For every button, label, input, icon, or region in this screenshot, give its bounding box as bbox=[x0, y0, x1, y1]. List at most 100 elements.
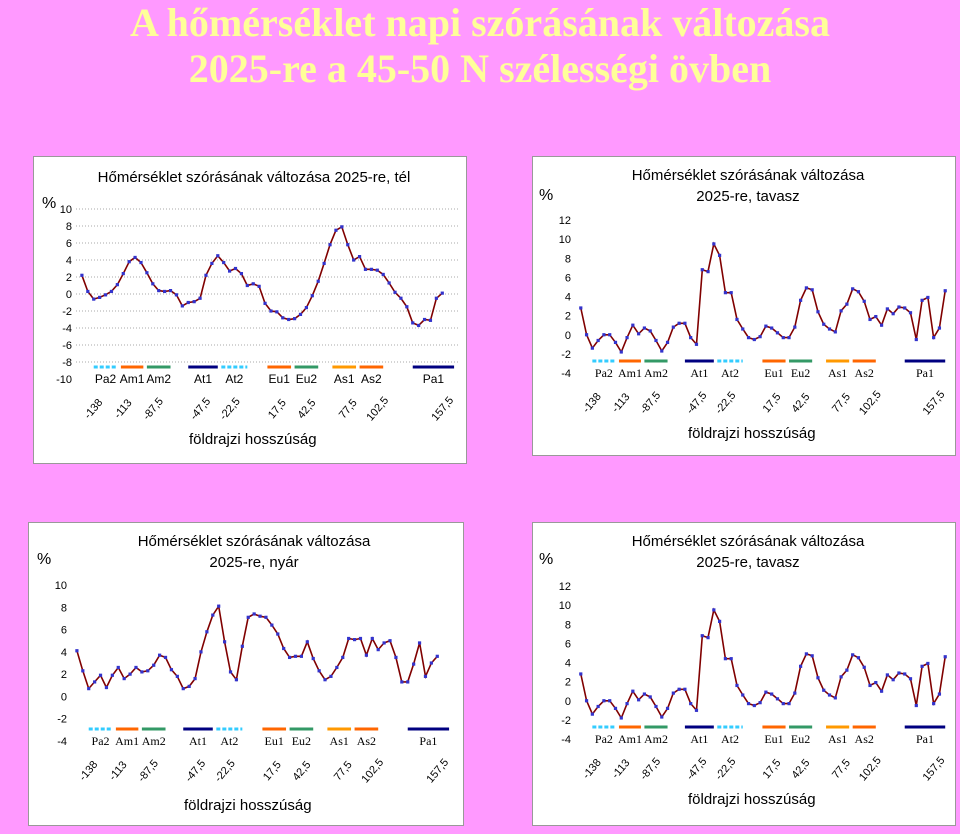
data-point bbox=[122, 677, 126, 681]
x-tick-label: -138 bbox=[580, 757, 603, 782]
data-point bbox=[781, 336, 785, 340]
x-axis-title: földrajzi hosszúság bbox=[688, 425, 816, 442]
region-label: At1 bbox=[690, 732, 708, 746]
data-point bbox=[920, 664, 924, 668]
data-point bbox=[648, 695, 652, 699]
data-point bbox=[347, 636, 351, 641]
x-tick-label: 42,5 bbox=[789, 757, 812, 781]
chart-title: Hőmérséklet szórásának változása 2025-re… bbox=[89, 531, 419, 573]
data-point bbox=[275, 310, 279, 314]
data-point bbox=[417, 323, 421, 328]
data-point bbox=[103, 293, 108, 297]
data-point bbox=[781, 702, 785, 706]
data-point bbox=[387, 281, 391, 285]
x-tick-label: -47,5 bbox=[188, 396, 213, 423]
data-point bbox=[252, 612, 256, 616]
data-point bbox=[429, 661, 433, 665]
data-point bbox=[746, 336, 751, 340]
data-point bbox=[584, 333, 589, 337]
data-point bbox=[198, 296, 202, 300]
data-point bbox=[346, 243, 350, 247]
data-point bbox=[718, 253, 722, 257]
data-point bbox=[216, 254, 220, 258]
data-point bbox=[613, 706, 618, 710]
data-point bbox=[764, 324, 768, 328]
data-point bbox=[879, 689, 884, 693]
data-point bbox=[671, 691, 675, 695]
data-point bbox=[192, 300, 196, 304]
chart-title-line-1: Hőmérséklet szórásának változása bbox=[631, 533, 865, 550]
data-point bbox=[637, 698, 641, 702]
data-point bbox=[128, 672, 132, 676]
y-tick-label: -10 bbox=[56, 374, 72, 386]
x-tick-label: -87,5 bbox=[638, 756, 663, 783]
data-point bbox=[316, 279, 320, 283]
data-point bbox=[932, 336, 936, 340]
y-tick-label: 10 bbox=[60, 204, 72, 216]
x-tick-label: 42,5 bbox=[295, 397, 318, 421]
data-point bbox=[694, 708, 699, 712]
data-point bbox=[741, 327, 745, 331]
data-point bbox=[251, 282, 255, 286]
data-point bbox=[121, 272, 125, 276]
region-label: As1 bbox=[828, 366, 847, 380]
data-point bbox=[851, 287, 855, 291]
chart-title: Hőmérséklet szórásának változása 2025-re… bbox=[583, 531, 913, 573]
data-point bbox=[775, 331, 780, 335]
data-point bbox=[660, 349, 664, 353]
data-point bbox=[683, 321, 687, 325]
y-axis-unit: % bbox=[539, 551, 554, 568]
data-point bbox=[174, 293, 179, 297]
data-point bbox=[579, 306, 583, 310]
y-tick-label: 10 bbox=[559, 600, 571, 612]
data-point bbox=[140, 670, 144, 674]
data-point bbox=[417, 641, 422, 645]
series-line bbox=[81, 225, 443, 327]
data-point bbox=[822, 322, 826, 326]
region-label: Am1 bbox=[618, 366, 642, 380]
x-tick-label: -22,5 bbox=[713, 390, 738, 417]
x-tick-label: 102,5 bbox=[857, 389, 884, 418]
y-tick-label: 4 bbox=[61, 647, 67, 659]
data-point bbox=[926, 295, 930, 300]
chart-panel-winter: Hőmérséklet szórásának változása 2025-re… bbox=[33, 156, 467, 464]
data-point bbox=[305, 640, 309, 644]
data-point bbox=[127, 260, 131, 264]
y-axis-unit: % bbox=[539, 187, 554, 204]
region-label: Eu1 bbox=[764, 732, 783, 746]
data-point bbox=[903, 672, 907, 676]
data-point bbox=[412, 662, 416, 666]
data-point bbox=[845, 302, 849, 306]
data-point bbox=[677, 321, 681, 325]
data-point bbox=[393, 290, 397, 294]
region-label: Eu2 bbox=[791, 732, 810, 746]
data-point bbox=[885, 673, 889, 677]
data-point bbox=[329, 674, 333, 678]
data-point bbox=[293, 654, 298, 658]
region-label: Pa1 bbox=[423, 372, 445, 386]
data-point bbox=[584, 699, 589, 703]
region-label: As1 bbox=[330, 734, 349, 748]
y-axis-unit: % bbox=[42, 195, 57, 212]
data-point bbox=[862, 665, 866, 669]
region-label: At2 bbox=[225, 372, 243, 386]
data-point bbox=[187, 684, 191, 688]
data-point bbox=[665, 340, 670, 344]
data-point bbox=[619, 716, 623, 720]
slide-title: A hőmérséklet napi szórásának változása … bbox=[0, 0, 960, 92]
region-label: As2 bbox=[855, 732, 874, 746]
x-tick-label: -87,5 bbox=[136, 758, 161, 785]
data-point bbox=[423, 674, 428, 678]
chart-title: Hőmérséklet szórásának változása 2025-re… bbox=[64, 167, 444, 188]
y-tick-label: 4 bbox=[565, 658, 571, 670]
chart-panel-summer: Hőmérséklet szórásának változása 2025-re… bbox=[28, 522, 464, 826]
region-label: Eu2 bbox=[296, 372, 318, 386]
data-point bbox=[98, 673, 103, 677]
data-point bbox=[281, 316, 285, 320]
region-label: As2 bbox=[855, 366, 874, 380]
x-tick-label: 42,5 bbox=[290, 759, 313, 783]
x-tick-label: 102,5 bbox=[857, 755, 884, 784]
data-point bbox=[579, 672, 583, 676]
data-point bbox=[793, 325, 797, 329]
data-point bbox=[619, 350, 623, 354]
